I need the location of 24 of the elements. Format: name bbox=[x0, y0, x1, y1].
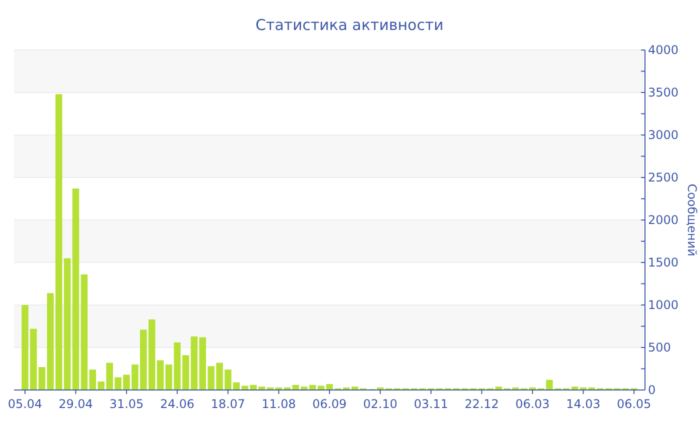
y-tick-label: 2500 bbox=[648, 170, 679, 185]
y-tick-label: 0 bbox=[648, 383, 656, 398]
x-tick-label: 29.04 bbox=[58, 397, 93, 411]
x-tick-label: 06.05 bbox=[616, 397, 652, 411]
y-tick-label: 1000 bbox=[648, 298, 679, 312]
x-tick-label: 05.04 bbox=[8, 397, 42, 411]
y-tick-label: 1500 bbox=[648, 256, 679, 270]
y-tick-label: 4000 bbox=[648, 43, 679, 58]
chart-title: Статистика активности bbox=[256, 16, 444, 34]
y-axis-title: Сообщений bbox=[685, 184, 699, 256]
x-tick-label: 06.09 bbox=[312, 397, 347, 411]
y-tick-label: 3500 bbox=[648, 86, 679, 100]
y-tick-label: 3000 bbox=[648, 128, 679, 142]
x-tick-label: 11.08 bbox=[262, 397, 296, 411]
x-tick-label: 06.03 bbox=[515, 397, 550, 411]
y-tick-label: 2000 bbox=[648, 213, 679, 228]
x-tick-label: 14.03 bbox=[566, 397, 600, 411]
x-tick-label: 02.10 bbox=[363, 397, 398, 411]
y-tick-label: 500 bbox=[648, 340, 671, 355]
x-tick-label: 18.07 bbox=[210, 397, 246, 411]
x-tick-label: 31.05 bbox=[109, 397, 144, 411]
x-tick-label: 03.11 bbox=[414, 397, 448, 411]
x-tick-label: 22.12 bbox=[464, 397, 499, 411]
x-tick-label: 24.06 bbox=[160, 397, 194, 411]
